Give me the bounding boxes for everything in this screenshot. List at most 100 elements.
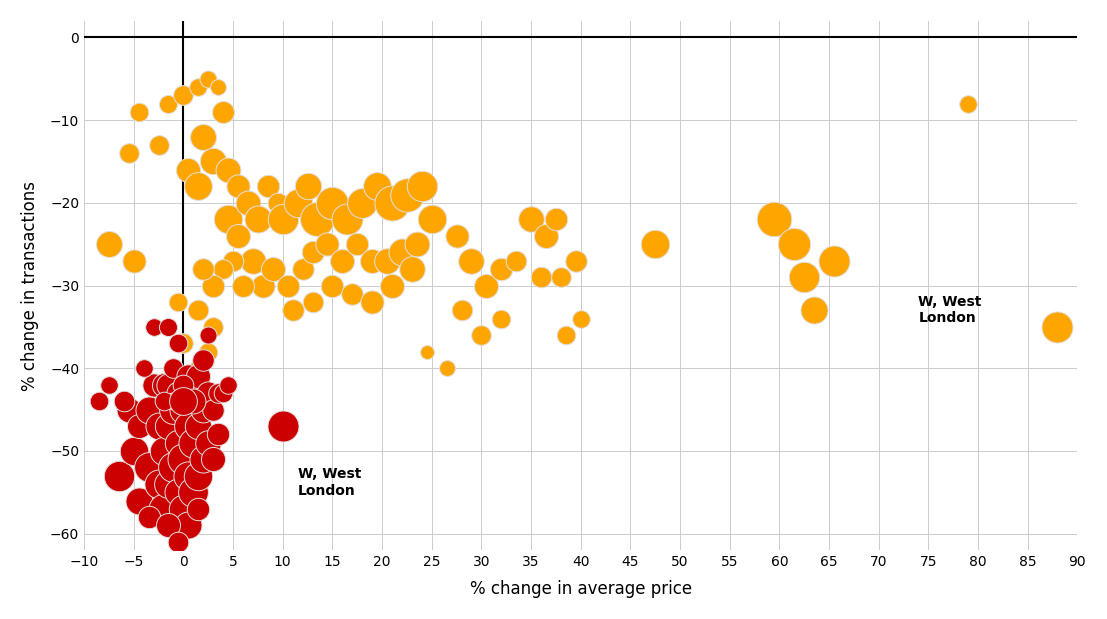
Point [209, 82, 227, 92]
Point [547, 214, 565, 224]
Point [175, 396, 193, 406]
Point [423, 214, 441, 224]
Point [175, 339, 193, 348]
Point [273, 421, 291, 431]
Point [130, 107, 147, 117]
Point [209, 388, 227, 398]
Point [393, 248, 411, 258]
Point [369, 181, 386, 191]
Point [552, 272, 570, 282]
Point [363, 297, 381, 307]
Point [189, 305, 207, 315]
Point [169, 537, 187, 547]
Point [379, 256, 396, 266]
Point [110, 471, 127, 481]
Point [215, 107, 232, 117]
Point [169, 438, 187, 448]
Point [100, 239, 117, 249]
Point [254, 280, 271, 290]
Point [205, 157, 223, 167]
Point [145, 380, 163, 390]
Point [189, 371, 207, 381]
Point [493, 264, 510, 274]
Point [175, 90, 193, 100]
Point [825, 256, 842, 266]
Point [155, 446, 173, 456]
Point [169, 339, 187, 348]
Point [343, 289, 361, 299]
Point [165, 396, 183, 406]
Point [537, 231, 555, 241]
Point [363, 256, 381, 266]
Point [234, 280, 251, 290]
Point [165, 363, 183, 373]
Point [199, 438, 217, 448]
Point [279, 280, 297, 290]
Point [195, 355, 213, 365]
Point [199, 74, 217, 84]
Point [507, 256, 525, 266]
Point [175, 504, 193, 514]
Point [229, 181, 247, 191]
Point [239, 198, 257, 208]
Y-axis label: % change in transactions: % change in transactions [21, 181, 39, 391]
Point [403, 264, 421, 274]
Point [289, 198, 307, 208]
Point [463, 256, 480, 266]
Point [199, 347, 217, 357]
Point [139, 405, 157, 415]
Point [263, 264, 281, 274]
Point [125, 256, 143, 266]
Point [766, 214, 784, 224]
Point [195, 264, 213, 274]
Point [205, 322, 223, 332]
Point [1048, 322, 1066, 332]
Point [169, 396, 187, 406]
Point [225, 256, 242, 266]
Point [299, 181, 317, 191]
Point [333, 256, 351, 266]
Point [244, 256, 261, 266]
Point [159, 421, 177, 431]
Point [189, 421, 207, 431]
Point [303, 248, 321, 258]
Point [785, 239, 803, 249]
Point [408, 239, 426, 249]
Point [155, 504, 173, 514]
Point [473, 330, 490, 340]
Point [159, 479, 177, 489]
Point [960, 98, 977, 108]
Text: W, West
London: W, West London [919, 295, 982, 326]
Point [219, 165, 237, 175]
Point [383, 280, 401, 290]
Point [175, 380, 193, 390]
Point [493, 314, 510, 324]
Point [557, 330, 575, 340]
Point [155, 396, 173, 406]
Point [195, 132, 213, 142]
Point [155, 380, 173, 390]
Point [120, 148, 137, 158]
Point [100, 380, 117, 390]
Point [417, 347, 435, 357]
Point [179, 371, 197, 381]
Point [90, 396, 107, 406]
Point [205, 405, 223, 415]
Point [323, 280, 341, 290]
Point [215, 388, 232, 398]
Point [309, 214, 327, 224]
Point [159, 322, 177, 332]
Point [219, 380, 237, 390]
Point [795, 272, 813, 282]
Point [805, 305, 823, 315]
Point [159, 98, 177, 108]
Point [159, 380, 177, 390]
Point [195, 454, 213, 464]
Text: W, West
London: W, West London [298, 467, 361, 498]
Point [120, 405, 137, 415]
Point [319, 239, 337, 249]
Point [273, 214, 291, 224]
Point [399, 189, 416, 199]
Point [523, 214, 540, 224]
Point [185, 396, 203, 406]
